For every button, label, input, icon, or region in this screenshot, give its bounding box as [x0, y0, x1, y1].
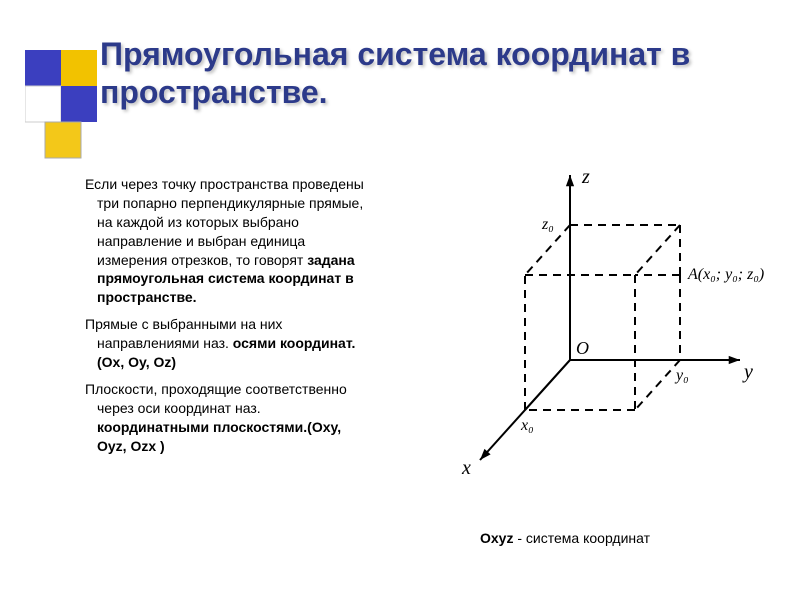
p3-bold: координатными плоскостями.(Oxy, Oyz, Ozx…	[97, 419, 341, 454]
svg-text:z: z	[581, 166, 590, 188]
svg-text:y: y	[742, 361, 753, 383]
svg-text:O: O	[576, 338, 589, 358]
diagram-caption: Oxyz - система координат	[480, 530, 650, 546]
slide-title: Прямоугольная система координат в простр…	[100, 35, 700, 112]
p2-axes: (Ox, Oy, Oz)	[97, 354, 176, 370]
p3-regular: Плоскости, проходящие соответственно чер…	[85, 381, 347, 416]
paragraph-1: Если через точку пространства проведены …	[85, 175, 370, 307]
svg-text:z₀: z₀	[541, 216, 554, 233]
coordinate-diagram: z y x Oz₀ y₀ x₀ A(x₀; y₀; z₀)	[400, 150, 780, 490]
svg-text:x₀: x₀	[520, 417, 534, 434]
paragraph-3: Плоскости, проходящие соответственно чер…	[85, 380, 370, 456]
title-decoration	[25, 40, 100, 170]
caption-bold: Oxyz	[480, 530, 513, 546]
svg-text:A(x₀; y₀; z₀): A(x₀; y₀; z₀)	[687, 266, 764, 283]
caption-dash: -	[513, 530, 525, 546]
body-text: Если через точку пространства проведены …	[85, 175, 370, 463]
p2-bold: осями координат.	[233, 335, 356, 351]
svg-text:y₀: y₀	[674, 367, 689, 384]
svg-text:x: x	[461, 457, 471, 479]
caption-rest: система координат	[526, 530, 650, 546]
paragraph-2: Прямые с выбранными на них направлениями…	[85, 315, 370, 372]
